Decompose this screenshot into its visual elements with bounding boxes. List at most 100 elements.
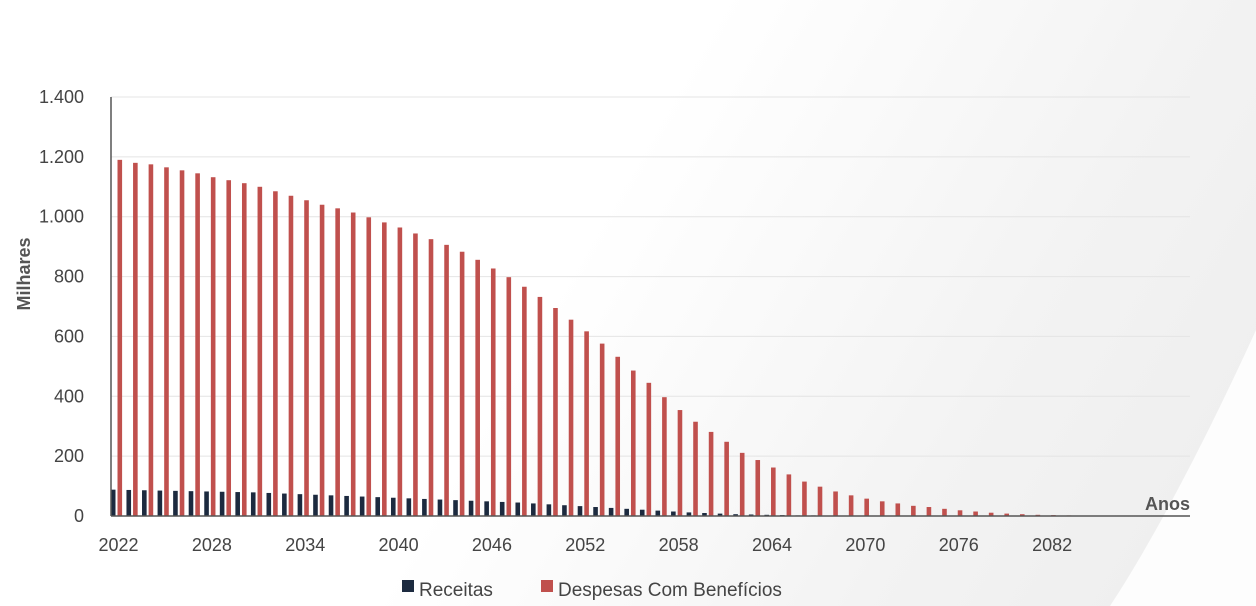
x-tick-label: 2052 (565, 535, 605, 555)
x-tick-label: 2022 (98, 535, 138, 555)
bar-despesas (319, 204, 325, 517)
bar-despesas (350, 212, 356, 516)
bar-despesas (226, 180, 232, 516)
bar-despesas (615, 356, 621, 516)
bar-receitas (188, 491, 194, 516)
bar-despesas (864, 498, 869, 516)
legend-label-receitas: Receitas (419, 580, 493, 601)
bar-despesas (911, 505, 916, 516)
x-tick-label: 2082 (1032, 535, 1072, 555)
bar-despesas (288, 195, 294, 516)
bar-receitas (546, 504, 552, 516)
bar-despesas (273, 191, 278, 516)
x-tick-label: 2076 (939, 535, 979, 555)
bar-despesas (817, 486, 823, 516)
bar-despesas (133, 162, 138, 516)
bar-receitas (499, 501, 505, 516)
bar-despesas (973, 511, 978, 516)
legend-swatch-receitas (402, 580, 414, 592)
bar-receitas (359, 496, 365, 516)
x-tick-labels: 2022 2028 2034 2040 2046 2052 2058 2064 2070 2076… (98, 535, 1072, 555)
x-tick-label: 2064 (752, 535, 792, 555)
bar-receitas (204, 491, 209, 516)
legend-label-despesas: Despesas Com Benefícios (558, 580, 782, 601)
bar-receitas (453, 500, 458, 516)
bar-receitas (608, 507, 614, 516)
bar-receitas (406, 498, 412, 516)
bar-receitas (733, 514, 738, 516)
bar-receitas (126, 489, 132, 516)
bar-despesas (241, 183, 247, 516)
bar-despesas (599, 343, 605, 516)
bar-despesas (1019, 514, 1025, 516)
bar-despesas (988, 512, 994, 516)
bar-receitas (157, 490, 163, 516)
y-tick-label: 1.200 (39, 147, 84, 167)
bar-despesas (522, 286, 527, 516)
x-tick-label: 2046 (472, 535, 512, 555)
bar-despesas (739, 452, 745, 516)
bar-despesas (724, 441, 729, 516)
bar-despesas (304, 200, 309, 516)
bar-receitas (110, 489, 116, 516)
bar-receitas (375, 497, 381, 516)
bar-despesas (164, 167, 169, 516)
bar-receitas (562, 505, 567, 516)
bar-despesas (1004, 513, 1010, 516)
bar-receitas (328, 495, 334, 516)
bar-receitas (235, 492, 240, 516)
bar-receitas (390, 497, 396, 516)
bar-despesas (459, 251, 465, 517)
bar-receitas (468, 500, 474, 516)
bar-receitas (282, 493, 287, 516)
bar-despesas (833, 491, 838, 516)
bar-despesas (366, 217, 372, 516)
bar-receitas (655, 510, 661, 516)
bar-despesas (490, 268, 496, 516)
bar-receitas (639, 509, 645, 516)
bar-receitas (671, 511, 676, 516)
bar-despesas (630, 370, 636, 516)
bar-despesas (786, 474, 792, 516)
legend: Receitas Despesas Com Benefícios (402, 580, 782, 601)
bar-despesas (382, 222, 387, 516)
bar-despesas (148, 164, 154, 516)
bar-despesas (584, 331, 589, 516)
bar-despesas (475, 259, 480, 516)
bar-despesas (568, 319, 574, 516)
bar-despesas (117, 159, 123, 516)
x-tick-label: 2070 (845, 535, 885, 555)
bar-despesas (506, 277, 512, 516)
bar-despesas (413, 233, 418, 516)
bar-despesas (708, 431, 714, 516)
bar-despesas (755, 460, 761, 516)
bar-receitas (266, 492, 272, 516)
bar-receitas (624, 508, 629, 516)
bar-receitas (686, 512, 692, 516)
bar-despesas (179, 170, 185, 516)
decorative-curve (1110, 330, 1256, 606)
bar-despesas (957, 510, 963, 516)
bar-despesas (926, 507, 932, 516)
bar-receitas (593, 507, 598, 516)
bar-despesas (677, 410, 683, 516)
bar-receitas (173, 490, 178, 516)
bar-despesas (646, 382, 652, 516)
x-axis-title: Anos (1145, 494, 1190, 514)
legend-swatch-despesas (541, 580, 553, 592)
bar-receitas (702, 513, 707, 516)
x-tick-label: 2028 (192, 535, 232, 555)
x-tick-label: 2058 (659, 535, 699, 555)
bar-receitas (531, 503, 536, 516)
bar-despesas (879, 501, 885, 516)
bar-despesas (195, 173, 200, 516)
bar-despesas (848, 495, 854, 516)
bar-despesas (662, 397, 667, 516)
y-tick-label: 1.400 (39, 87, 84, 107)
bar-receitas (219, 491, 225, 516)
bar-receitas (515, 502, 521, 516)
bar-despesas (210, 177, 216, 516)
bar-receitas (484, 501, 489, 516)
bar-despesas (771, 467, 776, 516)
